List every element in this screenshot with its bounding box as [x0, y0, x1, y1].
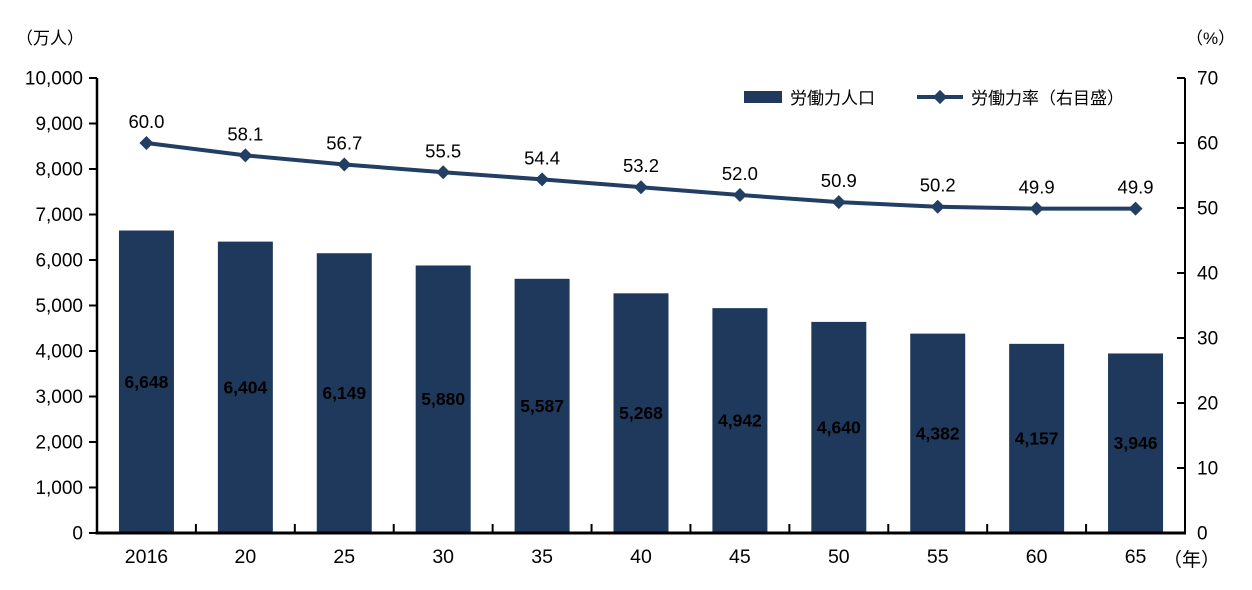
line-point-marker — [238, 148, 253, 163]
line-value-label: 55.5 — [425, 140, 461, 161]
bar — [217, 241, 273, 534]
bar — [613, 293, 669, 533]
line-point-marker — [535, 172, 550, 187]
x-axis-unit-label: （年） — [1163, 550, 1221, 571]
left-axis-tick-label: 4,000 — [35, 342, 83, 363]
bar-value-label: 5,880 — [421, 389, 465, 409]
x-axis-category-label: 25 — [333, 546, 355, 568]
right-axis-tick-label: 10 — [1197, 459, 1218, 480]
x-axis-category-label: 35 — [531, 546, 553, 568]
left-axis-tick-label: 5,000 — [35, 296, 83, 317]
right-axis-tick-label: 0 — [1197, 524, 1208, 545]
left-axis-tick-label: 9,000 — [35, 114, 83, 135]
line-point-marker — [337, 157, 352, 172]
bar-value-label: 4,157 — [1015, 428, 1059, 448]
x-axis-category-label: 2016 — [125, 546, 168, 568]
line-value-label: 53.2 — [623, 155, 659, 176]
line-point-marker — [436, 165, 451, 180]
line-value-label: 56.7 — [326, 132, 362, 153]
bar-value-label: 4,382 — [916, 423, 960, 443]
line-value-label: 52.0 — [722, 163, 758, 184]
legend-label-bar: 労働力人口 — [790, 89, 875, 108]
left-axis-unit-label: （万人） — [16, 29, 84, 48]
left-axis-tick-label: 7,000 — [35, 205, 83, 226]
line-point-marker — [139, 136, 154, 150]
x-axis-category-label: 50 — [828, 546, 850, 568]
legend: 労働力人口 労働力率（右目盛） — [744, 84, 1124, 109]
line-value-label: 60.0 — [128, 111, 164, 132]
right-axis-tick-label: 20 — [1197, 394, 1218, 415]
line-point-marker — [930, 199, 945, 214]
x-axis-category-label: 40 — [630, 546, 652, 568]
line-point-marker — [732, 188, 747, 202]
left-axis-tick-label: 0 — [72, 524, 83, 545]
line-point-marker — [1029, 201, 1044, 216]
left-axis-tick-label: 6,000 — [35, 251, 83, 272]
diamond-marker-icon — [932, 89, 948, 104]
bar-value-label: 4,942 — [718, 411, 762, 431]
bar-value-label: 4,640 — [817, 417, 861, 437]
right-axis-tick-label: 40 — [1197, 264, 1218, 285]
bar — [811, 321, 867, 533]
left-axis-tick-label: 2,000 — [35, 433, 83, 454]
left-axis-tick-label: 8,000 — [35, 160, 83, 181]
line-value-label: 50.2 — [920, 175, 956, 196]
bar-value-label: 5,587 — [520, 396, 564, 416]
x-axis-category-label: 30 — [432, 546, 454, 568]
bar — [514, 278, 570, 533]
left-axis-tick-label: 10,000 — [25, 69, 83, 90]
right-axis-tick-label: 50 — [1197, 199, 1218, 220]
bar-value-label: 5,268 — [619, 403, 663, 423]
line-value-label: 50.9 — [821, 170, 857, 191]
right-axis-tick-label: 60 — [1197, 134, 1218, 155]
x-axis-category-label: 45 — [729, 546, 751, 568]
bar — [1009, 343, 1065, 533]
bar-value-label: 3,946 — [1114, 433, 1158, 453]
x-axis-category-label: 65 — [1125, 546, 1147, 568]
right-axis-tick-label: 30 — [1197, 329, 1218, 350]
line-point-marker — [1128, 201, 1143, 216]
bar — [910, 333, 966, 533]
line-point-marker — [634, 180, 648, 195]
legend-label-line: 労働力率（右目盛） — [971, 89, 1124, 108]
bar — [415, 265, 471, 533]
line-series-swatch-icon — [917, 89, 963, 104]
bar — [118, 230, 174, 534]
x-axis-category-label: 55 — [927, 546, 949, 568]
line-value-label: 54.4 — [524, 147, 560, 168]
left-axis-tick-label: 1,000 — [35, 478, 83, 499]
bar — [712, 308, 768, 533]
right-axis-tick-label: 70 — [1197, 69, 1218, 90]
x-axis-category-label: 60 — [1026, 546, 1048, 568]
left-axis-tick-label: 3,000 — [35, 387, 83, 408]
bar — [316, 253, 372, 533]
right-axis-unit-label: （%） — [1186, 29, 1236, 48]
legend-item-labor-force-population: 労働力人口 — [744, 84, 875, 109]
bar-value-label: 6,404 — [223, 377, 267, 397]
line-value-label: 49.9 — [1019, 177, 1055, 198]
line-value-label: 58.1 — [227, 123, 263, 144]
bar — [1108, 353, 1164, 533]
legend-item-labor-force-rate: 労働力率（右目盛） — [917, 84, 1124, 109]
bar-value-label: 6,149 — [322, 383, 366, 403]
bar-value-label: 6,648 — [125, 372, 169, 392]
line-point-marker — [831, 195, 846, 210]
bar-series-swatch-icon — [744, 90, 782, 103]
x-axis-category-label: 20 — [235, 546, 257, 568]
line-value-label: 49.9 — [1118, 177, 1154, 198]
